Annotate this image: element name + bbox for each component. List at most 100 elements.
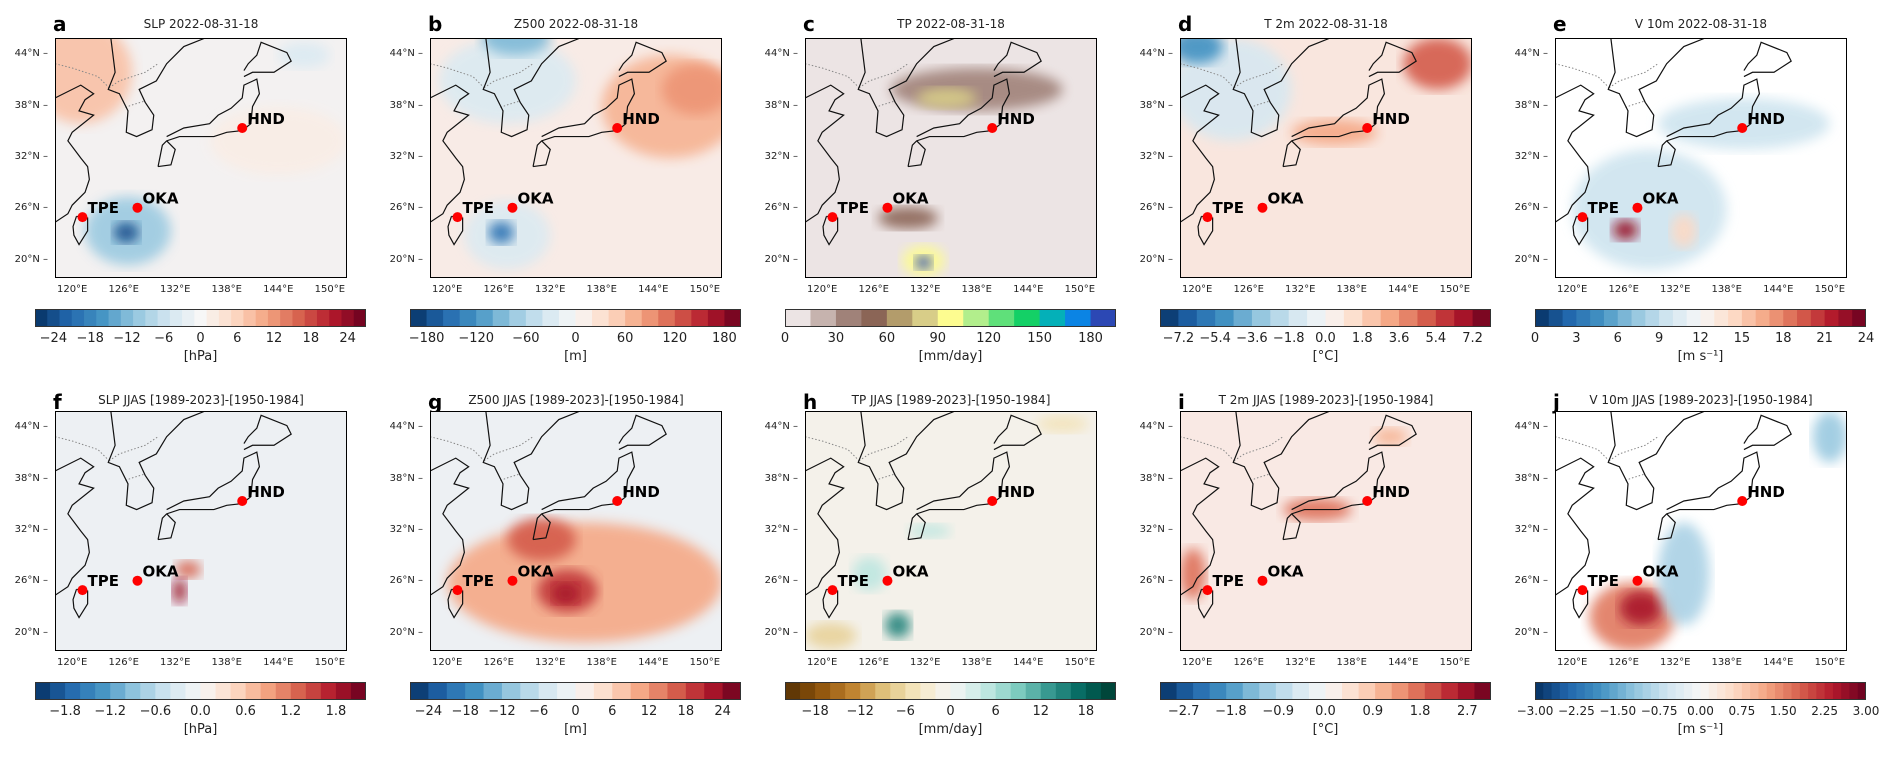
colorbar-segment xyxy=(1399,309,1418,327)
x-tick-label: 120°E xyxy=(56,657,88,668)
colorbar-segment xyxy=(1424,682,1442,700)
colorbar-segment xyxy=(231,309,244,327)
y-tick-label: 26°N – xyxy=(1139,575,1173,587)
colorbar-segment xyxy=(1568,682,1577,700)
x-tick-label: 150°E xyxy=(1439,657,1471,668)
coastline xyxy=(107,38,206,138)
colorbar xyxy=(1535,309,1867,327)
colorbar-tick-label: 0 xyxy=(1530,331,1540,346)
colorbar-segment xyxy=(1841,682,1850,700)
y-tick-label: 44°N – xyxy=(389,48,423,60)
colorbar-frame xyxy=(785,309,1116,327)
coastline xyxy=(1657,140,1676,168)
colorbar-segment xyxy=(658,309,676,327)
border-line xyxy=(55,436,110,462)
field-anomaly xyxy=(488,221,515,244)
colorbar-tick-label: 18 xyxy=(677,704,695,719)
x-tick-label: 138°E xyxy=(211,284,242,295)
station-label-tpe: TPE xyxy=(837,199,868,217)
panel-letter: d xyxy=(1178,12,1193,36)
coastline xyxy=(907,78,1011,167)
colorbar-tick-label: −7.2 xyxy=(1162,331,1195,346)
colorbar-segment xyxy=(861,309,888,327)
colorbar-segment xyxy=(575,309,593,327)
colorbar-segment xyxy=(170,682,186,700)
x-tick-label: 144°E xyxy=(263,657,294,668)
coastline xyxy=(805,84,845,223)
colorbar-segment xyxy=(724,309,742,327)
coastline xyxy=(1180,457,1220,596)
colorbar-tick-label: 0.00 xyxy=(1687,704,1714,718)
colorbar-segment xyxy=(625,309,643,327)
x-tick-label: 120°E xyxy=(806,657,838,668)
colorbar-segment xyxy=(108,309,122,327)
x-tick-label: 126°E xyxy=(1608,657,1639,668)
colorbar-tick-label: 0 xyxy=(780,331,790,346)
x-tick-label: 138°E xyxy=(1336,657,1367,668)
coastline xyxy=(447,215,464,246)
colorbar-tick-label: 12 xyxy=(1692,331,1709,346)
colorbar-segment xyxy=(476,309,494,327)
panel-letter: j xyxy=(1553,390,1560,414)
colorbar-segment xyxy=(920,682,936,700)
panel-d: d T 2m 2022-08-31-18 TPE OKA HND 44°N – 38°N –… xyxy=(1125,0,1500,380)
colorbar-segment xyxy=(243,309,257,327)
border-line xyxy=(805,63,860,89)
coastline xyxy=(907,140,926,168)
panel-title: SLP 2022-08-31-18 xyxy=(143,17,259,31)
x-tick-label: 150°E xyxy=(689,284,721,295)
station-marker-tpe xyxy=(77,212,88,223)
station-marker-tpe xyxy=(1577,585,1588,596)
coastline xyxy=(1743,41,1792,78)
colorbar-segment xyxy=(1039,309,1066,327)
x-tick-label: 120°E xyxy=(1181,284,1213,295)
map-canvas: TPE OKA HND xyxy=(1555,38,1847,278)
x-tick-label: 120°E xyxy=(56,284,88,295)
x-tick-label: 132°E xyxy=(1660,284,1691,295)
x-tick-label: 144°E xyxy=(1763,657,1794,668)
map-canvas: TPE OKA HND xyxy=(55,38,347,278)
coastline xyxy=(1368,41,1417,78)
colorbar-segment xyxy=(1362,309,1382,327)
field-anomaly xyxy=(1180,548,1206,600)
map-frame xyxy=(55,411,347,651)
colorbar-segment xyxy=(785,682,801,700)
map-canvas: TPE OKA HND xyxy=(805,38,1097,278)
station-marker-hnd xyxy=(612,496,623,506)
station-marker-oka xyxy=(882,575,893,586)
colorbar-tick-label: 24 xyxy=(714,704,731,719)
field-anomaly xyxy=(1619,591,1663,626)
colorbar-segment xyxy=(1700,309,1715,327)
colorbar-segment xyxy=(446,682,466,700)
colorbar-segment xyxy=(329,309,342,327)
coastline xyxy=(72,588,89,619)
map-j: TPE OKA HND xyxy=(1555,411,1847,651)
y-tick-label: 38°N – xyxy=(14,472,48,484)
station-label-hnd: HND xyxy=(622,110,660,128)
colorbar-segment xyxy=(275,682,292,700)
y-tick-label: 26°N – xyxy=(14,202,48,214)
colorbar-segment xyxy=(1631,309,1646,327)
x-tick-label: 144°E xyxy=(1763,284,1794,295)
panel-j: j V 10m JJAS [1989-2023]-[1950-1984] TPE OK… xyxy=(1500,0,1880,737)
panel-h: h TP JJAS [1989-2023]-[1950-1984] TPE OKA HN… xyxy=(750,0,1125,737)
x-tick-label: 120°E xyxy=(431,284,463,295)
colorbar-segment xyxy=(1766,682,1776,700)
x-tick-label: 126°E xyxy=(858,284,889,295)
panel-c: c TP 2022-08-31-18 TPE OKA HND 44°N – 38°N – 32… xyxy=(750,0,1125,380)
colorbar-segment xyxy=(1849,682,1859,700)
coastline xyxy=(157,140,176,168)
colorbar-segment xyxy=(1014,309,1041,327)
colorbar-segment xyxy=(1725,682,1735,700)
colorbar-tick-label: 1.50 xyxy=(1769,704,1797,718)
map-frame xyxy=(55,38,347,278)
colorbar-segment xyxy=(1750,682,1759,700)
colorbar-segment xyxy=(1838,309,1853,327)
colorbar-tick-label: 0.0 xyxy=(1315,331,1336,346)
y-tick-label: 38°N – xyxy=(764,472,798,484)
coastline xyxy=(1232,411,1331,511)
colorbar-frame xyxy=(35,309,366,327)
colorbar-segment xyxy=(1659,309,1674,327)
colorbar-segment xyxy=(1196,309,1216,327)
field-anomaly xyxy=(113,222,140,243)
